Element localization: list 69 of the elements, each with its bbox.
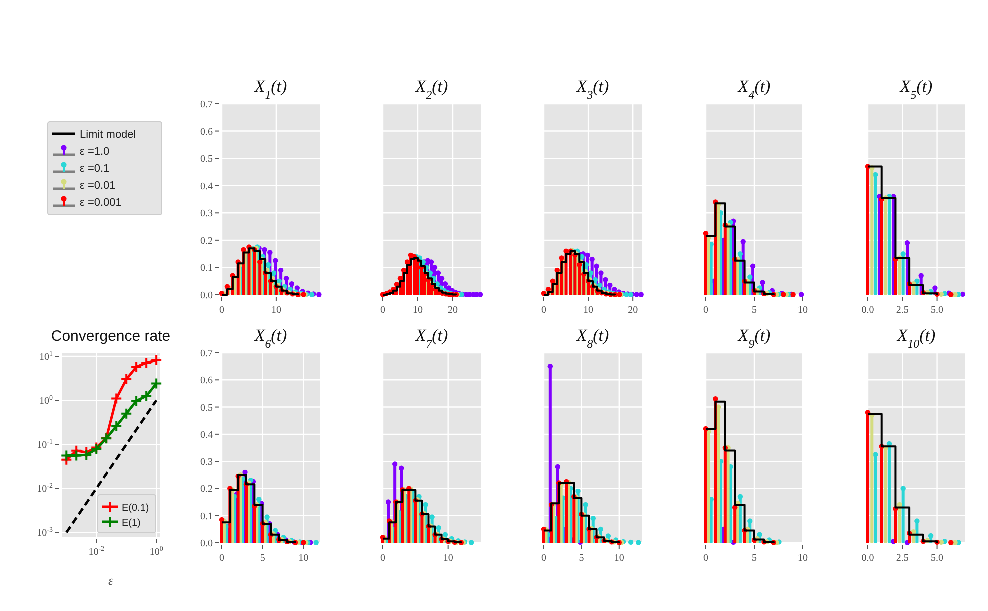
x-tick-label: 5 (752, 305, 757, 316)
y-tick-label: 0.4 (200, 181, 213, 192)
chart-title: X$_{5}$(t) (899, 77, 934, 102)
y-tick-label: 0.7 (200, 348, 213, 360)
x-tick-label: 0 (704, 553, 708, 564)
y-tick-label: 0.3 (200, 208, 213, 220)
x-tick-label: 20 (628, 305, 638, 316)
y-tick-label: 10$^{1}$ (40, 350, 54, 363)
x-tick-label: 10 (298, 553, 309, 564)
y-tick-label: 10$^{-1}$ (37, 438, 54, 452)
x-tick-label: 0.0 (862, 553, 874, 564)
x-tick-label: 0 (542, 305, 546, 316)
x-axis-title: ε (108, 573, 114, 588)
chart-title: X$_{10}$(t) (896, 326, 936, 351)
x-tick-label: 5.0 (931, 305, 944, 316)
x-tick-label: 0 (704, 305, 708, 316)
legend-label: E(0.1) (122, 503, 150, 514)
x-tick-label: 2.5 (896, 553, 909, 564)
y-tick-label: 0.1 (200, 511, 213, 522)
y-tick-label: 0.6 (200, 126, 213, 138)
y-tick-label: 0.5 (200, 402, 213, 414)
x-tick-label: 0 (220, 305, 224, 316)
chart-title: X$_{8}$(t) (576, 326, 610, 351)
x-tick-label: 10 (798, 553, 808, 564)
y-tick-label: 0.3 (200, 457, 213, 468)
chart-title: X$_{3}$(t) (576, 77, 610, 102)
x-tick-label: 0 (542, 553, 546, 564)
chart-title: X$_{7}$(t) (414, 326, 449, 351)
x-tick-label: 10 (271, 305, 282, 316)
chart-title: X$_{9}$(t) (737, 326, 772, 351)
chart-title: X$_{2}$(t) (414, 77, 449, 102)
x-tick-label: 0 (220, 553, 224, 564)
y-tick-label: 0.1 (200, 263, 213, 274)
legend-label: ε =0.01 (80, 180, 116, 192)
x-tick-label: 10 (614, 553, 624, 564)
legend-label: Limit model (80, 129, 136, 141)
y-tick-label: 10$^{0}$ (40, 394, 54, 408)
x-tick-label: 10 (413, 305, 423, 316)
x-tick-label: 2.5 (896, 305, 909, 316)
y-tick-label: 0.0 (200, 290, 213, 302)
x-tick-label: 10 (443, 553, 454, 564)
y-tick-label: 0.6 (200, 376, 213, 387)
chart-title: X$_{4}$(t) (737, 77, 772, 102)
x-tick-label: 5 (752, 553, 757, 564)
y-tick-label: 10$^{-3}$ (37, 526, 54, 540)
x-tick-label: 10 (584, 305, 594, 316)
x-tick-label: 10$^{0}$ (150, 545, 164, 558)
x-tick-label: 5.0 (931, 553, 944, 564)
x-tick-label: 0 (380, 305, 386, 316)
chart-title: X$_{6}$(t) (254, 326, 288, 351)
chart-title: Convergence rate (51, 328, 171, 345)
x-tick-label: 20 (448, 305, 458, 316)
legend-label: ε =0.1 (80, 163, 110, 175)
x-tick-label: 10$^{-2}$ (88, 545, 106, 558)
x-tick-label: 5 (579, 553, 584, 564)
x-tick-label: 0.0 (862, 305, 874, 316)
legend-label: ε =0.001 (80, 197, 122, 209)
x-tick-label: 0 (380, 553, 386, 564)
x-tick-label: 10 (798, 305, 808, 316)
chart-title: X$_{1}$(t) (254, 77, 288, 102)
y-tick-label: 0.4 (200, 430, 213, 441)
legend-label: E(1) (122, 518, 141, 529)
y-tick-label: 0.5 (200, 154, 213, 166)
y-tick-label: 0.7 (200, 100, 213, 110)
y-tick-label: 0.2 (200, 484, 213, 496)
legend-label: ε =1.0 (80, 146, 110, 158)
y-tick-label: 10$^{-2}$ (37, 482, 54, 496)
y-tick-label: 0.2 (200, 236, 213, 247)
x-tick-label: 5 (260, 553, 266, 564)
